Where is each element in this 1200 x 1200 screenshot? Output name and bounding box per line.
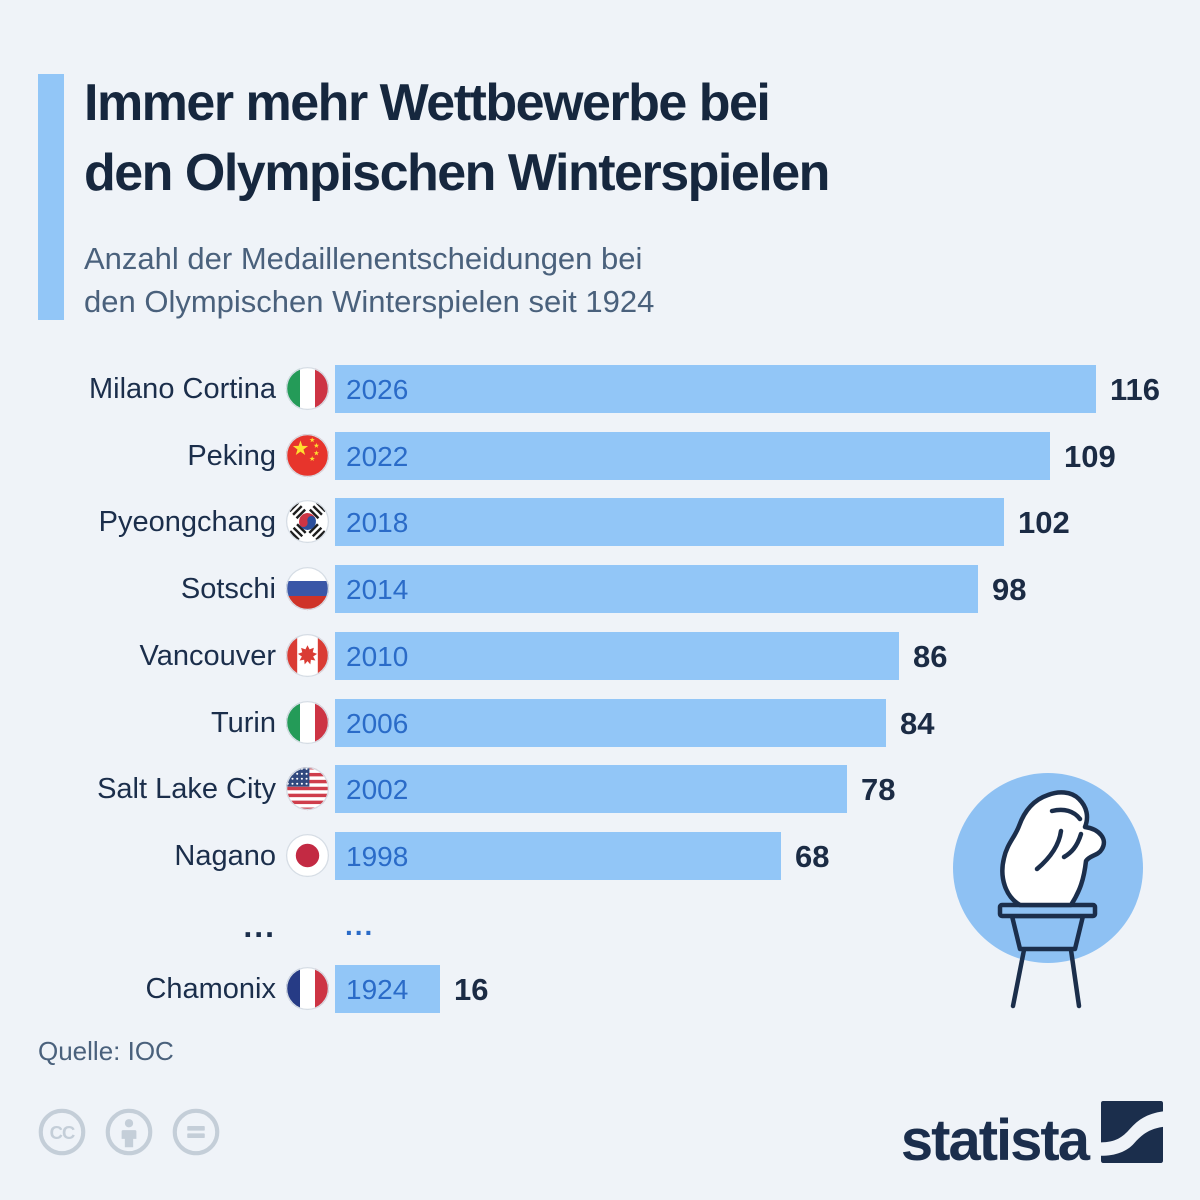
bar: 2018: [335, 498, 1004, 546]
year-label: 2022: [346, 441, 409, 472]
bar: 2022: [335, 432, 1050, 480]
chart-row: Turin 2006 84: [0, 699, 1200, 747]
year-label: 2006: [346, 708, 409, 739]
chart-subtitle: Anzahl der Medaillenentscheidungen bei de…: [84, 237, 1134, 323]
chart-row: Pyeongchang 2018 102: [0, 498, 1200, 546]
flag-russia-icon: [285, 566, 330, 611]
value-label: 109: [1064, 439, 1116, 474]
city-label: Pyeongchang: [98, 506, 276, 538]
title-line-1: Immer mehr Wettbewerbe bei: [84, 74, 771, 132]
subtitle-line-2: den Olympischen Winterspielen seit 1924: [84, 284, 655, 319]
chart-row: Vancouver 2010 86: [0, 632, 1200, 680]
flag-italy-icon: [285, 366, 330, 411]
flag-japan-icon: [285, 833, 330, 878]
flag-canada-icon: [285, 633, 330, 678]
value-label: 16: [454, 972, 489, 1007]
chart-row: Salt Lake City 2002 78: [0, 765, 1200, 813]
city-label: Sotschi: [180, 573, 276, 605]
statista-wordmark: statista: [900, 1107, 1090, 1173]
city-label: Chamonix: [145, 973, 276, 1005]
value-label: 78: [861, 772, 896, 807]
bar: 2006: [335, 699, 886, 747]
chart-row: Sotschi 2014 98: [0, 565, 1200, 613]
chart-row: Milano Cortina 2026 116: [0, 365, 1200, 413]
value-label: 86: [913, 639, 948, 674]
ellipsis-bar-label: ...: [345, 910, 375, 941]
torch-flame-swirl-right: [1061, 831, 1084, 860]
bar: 2026: [335, 365, 1096, 413]
torch-flame-swirl-top: [1049, 807, 1083, 822]
bar: 1998: [335, 832, 781, 880]
bar: 2002: [335, 765, 847, 813]
bar: 1924: [335, 965, 440, 1013]
torch-right-leg: [1068, 947, 1082, 1009]
chart-row: Peking 2022 109: [0, 432, 1200, 480]
license-icons: CC: [38, 1108, 220, 1156]
city-label: Nagano: [174, 840, 276, 872]
bar: 2014: [335, 565, 978, 613]
ellipsis-label: ...: [243, 908, 276, 944]
statista-logo[interactable]: statista: [900, 1101, 1163, 1173]
title-accent-bar: [38, 74, 64, 320]
chart-row: Chamonix 1924 16: [0, 965, 1200, 1013]
city-label: Peking: [187, 440, 276, 472]
city-label: Turin: [211, 707, 276, 739]
chart-row-ellipsis: ......: [0, 906, 1200, 954]
value-label: 68: [795, 839, 830, 874]
year-label: 1924: [346, 974, 409, 1005]
year-label: 1998: [346, 841, 409, 872]
year-label: 2014: [346, 574, 409, 605]
title-line-2: den Olympischen Winterspielen: [84, 144, 830, 202]
flag-italy-icon: [285, 700, 330, 745]
page-title: Immer mehr Wettbewerbe bei den Olympische…: [84, 68, 1184, 208]
year-label: 2002: [346, 774, 409, 805]
bar: 2010: [335, 632, 899, 680]
torch-left-leg: [1010, 947, 1027, 1009]
value-label: 98: [992, 572, 1027, 607]
flag-south-korea-icon: [285, 499, 330, 544]
cc-icon[interactable]: CC: [38, 1108, 86, 1156]
torch-flame-swirl-mid: [1034, 828, 1064, 872]
value-label: 102: [1018, 505, 1070, 540]
chart-row: Nagano 1998 68: [0, 832, 1200, 880]
attribution-person-icon[interactable]: [105, 1108, 153, 1156]
subtitle-line-1: Anzahl der Medaillenentscheidungen bei: [84, 241, 643, 276]
year-label: 2010: [346, 641, 409, 672]
no-derivatives-equals-icon[interactable]: [172, 1108, 220, 1156]
city-label: Salt Lake City: [97, 773, 276, 805]
flag-china-icon: [285, 433, 330, 478]
value-label: 116: [1110, 372, 1161, 407]
year-label: 2026: [346, 374, 409, 405]
flag-france-icon: [285, 966, 330, 1011]
olympic-torch-icon: [953, 773, 1143, 1009]
statista-logo-mark: [1101, 1101, 1163, 1163]
svg-text:CC: CC: [50, 1122, 75, 1143]
city-label: Milano Cortina: [89, 373, 276, 405]
source-note: Quelle: IOC: [38, 1036, 174, 1066]
flag-usa-icon: [285, 766, 330, 811]
value-label: 84: [900, 706, 935, 741]
year-label: 2018: [346, 507, 409, 538]
city-label: Vancouver: [139, 640, 277, 672]
